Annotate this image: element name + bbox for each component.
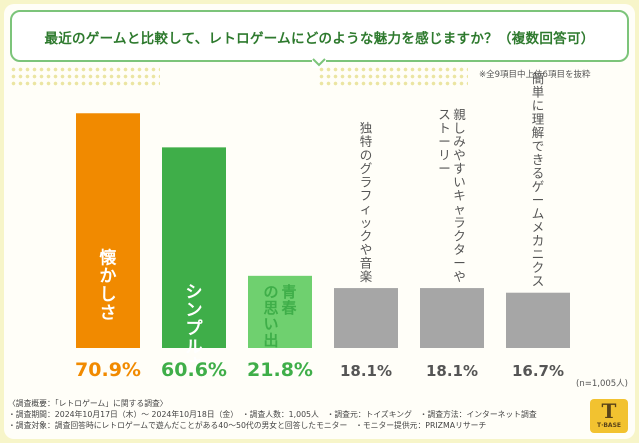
footer-line-3: ・調査対象：調査回答時にレトロゲームで遊んだことがある40～50代の男女と回答し…: [8, 421, 487, 430]
value-label-4: 18.1%: [340, 362, 392, 380]
survey-footer: 〈調査概要：「レトロゲーム」に関する調査〉 ・調査期間：2024年10月17日（…: [8, 398, 568, 431]
value-label-3: 21.8%: [247, 359, 313, 381]
tbase-logo: T T·BASE: [590, 399, 628, 433]
category-label-5: 親しみやすいキャラクターやストーリー: [438, 107, 466, 284]
value-label-5: 18.1%: [426, 362, 478, 380]
logo-mark: T: [601, 399, 617, 423]
bar-4: [334, 288, 398, 348]
bar-1: [76, 113, 140, 348]
title-banner-arrow: [312, 58, 326, 68]
bar-2: [162, 147, 226, 348]
dot-pattern-right: [318, 66, 468, 86]
bar-5: [420, 288, 484, 348]
value-label-6: 16.7%: [512, 362, 564, 380]
sample-size: (n=1,005人): [576, 379, 628, 389]
selection-note: ※全9項目中上位6項目を抜粋: [479, 70, 591, 80]
bar-6: [506, 292, 570, 348]
value-label-1: 70.9%: [75, 359, 141, 381]
category-label-2: シンプルさ: [186, 282, 204, 375]
dot-pattern-left: [10, 66, 160, 86]
title-banner: 最近のゲームと比較して、レトロゲームにどのような魅力を感じますか？（複数回答可）: [10, 10, 629, 62]
footer-line-2: ・調査期間：2024年10月17日（木）～ 2024年10月18日（金） ・調査…: [8, 410, 537, 419]
logo-text: T·BASE: [596, 422, 621, 429]
category-label-4: 独特のグラフィックや音楽: [360, 121, 373, 284]
footer-line-1: 〈調査概要：「レトロゲーム」に関する調査〉: [8, 399, 168, 408]
category-label-6: 簡単に理解できるゲームメカニクス: [532, 71, 545, 289]
category-label-3: 青春の思い出: [263, 283, 296, 350]
chart-title: 最近のゲームと比較して、レトロゲームにどのような魅力を感じますか？（複数回答可）: [44, 31, 595, 47]
value-label-2: 60.6%: [161, 359, 227, 381]
category-label-1: 懐かしさ: [100, 247, 117, 323]
bar-3: [248, 275, 312, 348]
